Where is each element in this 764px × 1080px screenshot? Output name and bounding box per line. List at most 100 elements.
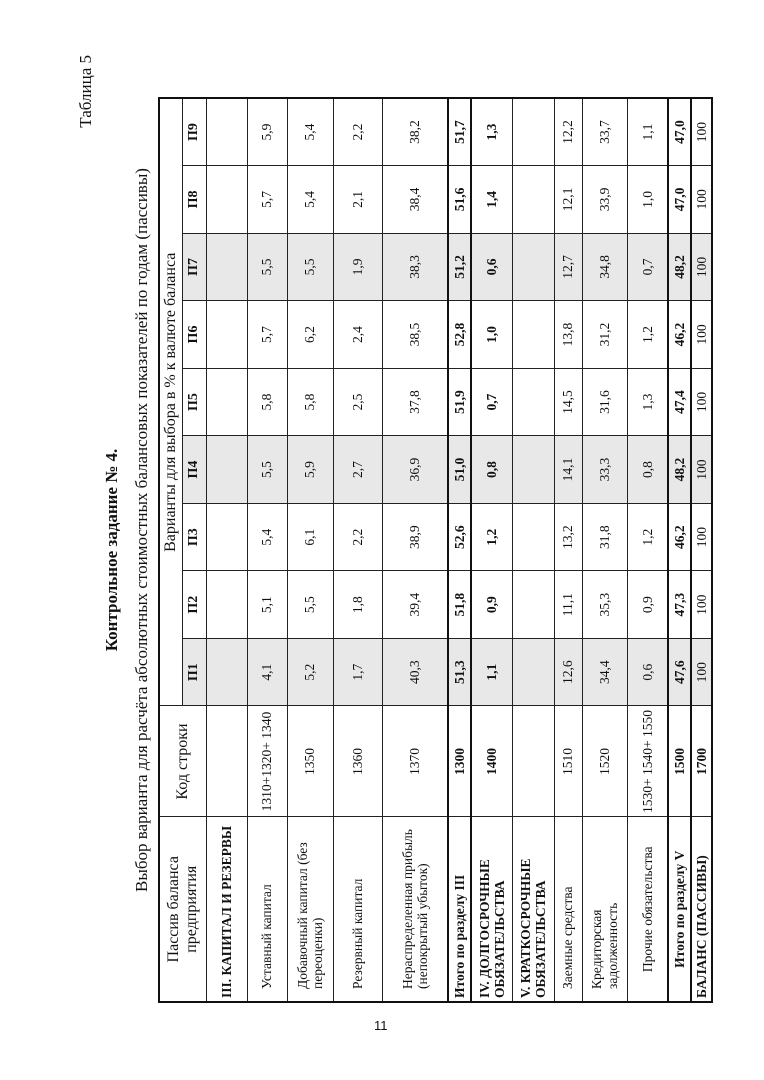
cell-П9: 33,7 — [582, 98, 627, 166]
cell-П3: 13,2 — [554, 503, 582, 571]
cell-П9: 38,2 — [382, 98, 448, 166]
cell-П1 — [512, 638, 554, 706]
cell-П8: 5,4 — [287, 165, 333, 234]
cell-П7: 5,5 — [287, 233, 333, 301]
row-label: Уставный капитал — [247, 817, 287, 1002]
cell-П5: 5,8 — [247, 368, 287, 436]
row-label: Итого по разделу III — [448, 817, 471, 1002]
cell-П2 — [512, 570, 554, 639]
cell-П2: 1,8 — [333, 570, 382, 639]
header-variant-П5: П5 — [182, 368, 206, 436]
row-label: IV. ДОЛГОСРОЧНЫЕ ОБЯЗАТЕЛЬСТВА — [471, 817, 512, 1002]
cell-П2: 35,3 — [582, 570, 627, 639]
row-label: Добавочный капитал (без переоценки) — [287, 817, 333, 1002]
cell-П7: 0,6 — [471, 233, 512, 301]
cell-П5: 14,5 — [554, 368, 582, 436]
cell-П8: 2,1 — [333, 165, 382, 234]
page-title: Контрольное задание № 4. — [102, 448, 121, 652]
row-code: 1360 — [333, 706, 382, 817]
row-code: 1700 — [691, 706, 712, 817]
cell-П5: 31,6 — [582, 368, 627, 436]
cell-П7: 34,8 — [582, 233, 627, 301]
table-row: Уставный капитал 1310+1320+ 1340 4,1 5,1 5,4… — [247, 98, 287, 1002]
cell-П4: 48,2 — [668, 435, 691, 504]
cell-П6: 1,0 — [471, 300, 512, 369]
row-code: 1530+ 1540+ 1550 — [627, 706, 668, 817]
rotated-page-content: Таблица 5 Контрольное задание № 4. Выбор… — [70, 50, 730, 1010]
cell-П4: 51,0 — [448, 435, 471, 504]
cell-П7: 38,3 — [382, 233, 448, 301]
cell-П6: 2,4 — [333, 300, 382, 369]
table-label: Таблица 5 — [76, 55, 95, 128]
row-label: V. КРАТКОСРОЧНЫЕ ОБЯЗАТЕЛЬСТВА — [512, 817, 554, 1002]
table-row: Резервный капитал 1360 1,7 1,8 2,2 2,7 2,5 2,4 1… — [333, 98, 382, 1002]
cell-П5 — [206, 368, 247, 436]
row-label: Прочие обязательства — [627, 817, 668, 1002]
cell-П9: 51,7 — [448, 98, 471, 166]
cell-П5: 2,5 — [333, 368, 382, 436]
row-label: БАЛАНС (ПАССИВЫ) — [691, 817, 712, 1002]
table-row: Нераспределенная прибыль (непокрытый убы… — [382, 98, 448, 1002]
cell-П2: 5,5 — [287, 570, 333, 639]
cell-П4 — [206, 435, 247, 504]
cell-П2: 0,9 — [471, 570, 512, 639]
cell-П2: 100 — [691, 570, 712, 639]
cell-П8 — [206, 165, 247, 234]
cell-П4: 14,1 — [554, 435, 582, 504]
cell-П8 — [512, 165, 554, 234]
cell-П4: 2,7 — [333, 435, 382, 504]
cell-П7 — [206, 233, 247, 301]
cell-П4: 33,3 — [582, 435, 627, 504]
header-variant-П7: П7 — [182, 233, 206, 301]
header-code: Код строки — [159, 706, 206, 817]
cell-П1: 34,4 — [582, 638, 627, 706]
header-variant-П4: П4 — [182, 435, 206, 504]
cell-П3: 31,8 — [582, 503, 627, 571]
header-name: Пассив баланса предприятия — [159, 817, 206, 1002]
cell-П9 — [206, 98, 247, 166]
cell-П3 — [206, 503, 247, 571]
cell-П7: 5,5 — [247, 233, 287, 301]
table-row: Кредиторская задолженность 1520 34,4 35,3 31… — [582, 98, 627, 1002]
cell-П8: 38,4 — [382, 165, 448, 234]
header-variants: Варианты для выбора в % к валюте баланса — [159, 98, 182, 706]
cell-П4: 0,8 — [627, 435, 668, 504]
cell-П9: 2,2 — [333, 98, 382, 166]
cell-П6: 13,8 — [554, 300, 582, 369]
row-label: Итого по разделу V — [668, 817, 691, 1002]
cell-П5: 100 — [691, 368, 712, 436]
cell-П6: 100 — [691, 300, 712, 369]
table-caption: Выбор варианта для расчёта абсолютных ст… — [132, 168, 151, 892]
cell-П5: 51,9 — [448, 368, 471, 436]
cell-П2 — [206, 570, 247, 639]
row-code: 1350 — [287, 706, 333, 817]
row-code: 1310+1320+ 1340 — [247, 706, 287, 817]
cell-П2: 11,1 — [554, 570, 582, 639]
row-label: Кредиторская задолженность — [582, 817, 627, 1002]
table-row: Итого по разделу V 1500 47,6 47,3 46,2 48,2 47… — [668, 98, 691, 1002]
cell-П1: 40,3 — [382, 638, 448, 706]
cell-П8: 47,0 — [668, 165, 691, 234]
cell-П1: 47,6 — [668, 638, 691, 706]
cell-П4: 36,9 — [382, 435, 448, 504]
cell-П1: 12,6 — [554, 638, 582, 706]
cell-П1: 0,6 — [627, 638, 668, 706]
balance-variants-table: Пассив баланса предприятия Код строки Ва… — [158, 97, 713, 1003]
cell-П6 — [206, 300, 247, 369]
table-row: Прочие обязательства 1530+ 1540+ 1550 0,6 0… — [627, 98, 668, 1002]
cell-П8: 33,9 — [582, 165, 627, 234]
cell-П7: 1,9 — [333, 233, 382, 301]
cell-П6: 6,2 — [287, 300, 333, 369]
cell-П6: 46,2 — [668, 300, 691, 369]
cell-П1: 100 — [691, 638, 712, 706]
cell-П4: 5,9 — [287, 435, 333, 504]
cell-П2: 51,8 — [448, 570, 471, 639]
header-variant-П2: П2 — [182, 570, 206, 639]
cell-П1 — [206, 638, 247, 706]
table-row: IV. ДОЛГОСРОЧНЫЕ ОБЯЗАТЕЛЬСТВА 1400 1,1 0,9… — [471, 98, 512, 1002]
row-code: 1500 — [668, 706, 691, 817]
cell-П3: 5,4 — [247, 503, 287, 571]
row-label: III. КАПИТАЛ И РЕЗЕРВЫ — [206, 817, 247, 1002]
row-code — [512, 706, 554, 817]
cell-П2: 5,1 — [247, 570, 287, 639]
